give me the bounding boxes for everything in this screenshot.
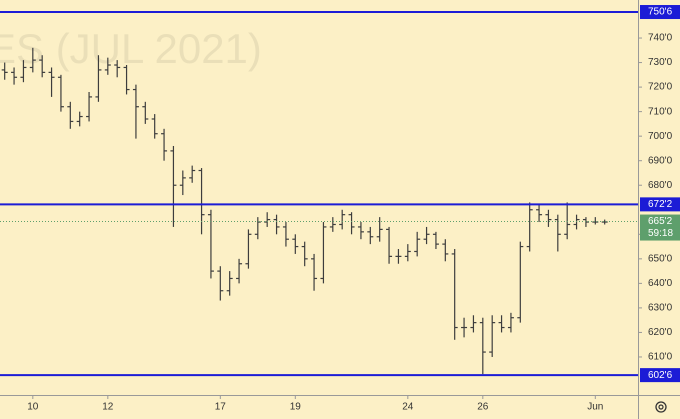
x-tick-label: 26 <box>477 402 489 413</box>
y-tick-label: 730'0 <box>648 57 673 68</box>
x-tick-label: 19 <box>290 402 302 413</box>
level-tag <box>640 368 680 383</box>
last-price-tag <box>640 214 680 241</box>
x-tick-label: 10 <box>27 402 39 413</box>
level-label: 602'6 <box>648 370 673 381</box>
y-tick-label: 680'0 <box>648 180 673 191</box>
y-tick-label: 640'0 <box>648 278 673 289</box>
y-tick-label: 740'0 <box>648 33 673 44</box>
x-tick-label: Jun <box>587 402 603 413</box>
settings-icon[interactable] <box>655 401 667 413</box>
level-label: 672'2 <box>648 199 673 210</box>
x-tick-label: 24 <box>402 402 414 413</box>
level-label: 750'6 <box>648 7 673 18</box>
last-price-label: 665'2 <box>648 216 673 227</box>
gear[interactable] <box>655 401 667 413</box>
gear-hub[interactable] <box>658 404 664 410</box>
y-tick-label: 710'0 <box>648 106 673 117</box>
y-tick-label: 720'0 <box>648 82 673 93</box>
y-tick-label: 690'0 <box>648 155 673 166</box>
level-tag <box>640 197 680 212</box>
y-tick-label: 700'0 <box>648 131 673 142</box>
countdown-label: 59:18 <box>648 228 673 239</box>
x-tick-label: 12 <box>102 402 114 413</box>
y-tick-label: 650'0 <box>648 253 673 264</box>
y-tick-label: 610'0 <box>648 352 673 363</box>
x-tick-label: 17 <box>215 402 227 413</box>
y-tick-label: 630'0 <box>648 303 673 314</box>
y-tick-label: 620'0 <box>648 327 673 338</box>
level-tag <box>640 5 680 20</box>
watermark: ES (JUL 2021) <box>0 25 262 72</box>
